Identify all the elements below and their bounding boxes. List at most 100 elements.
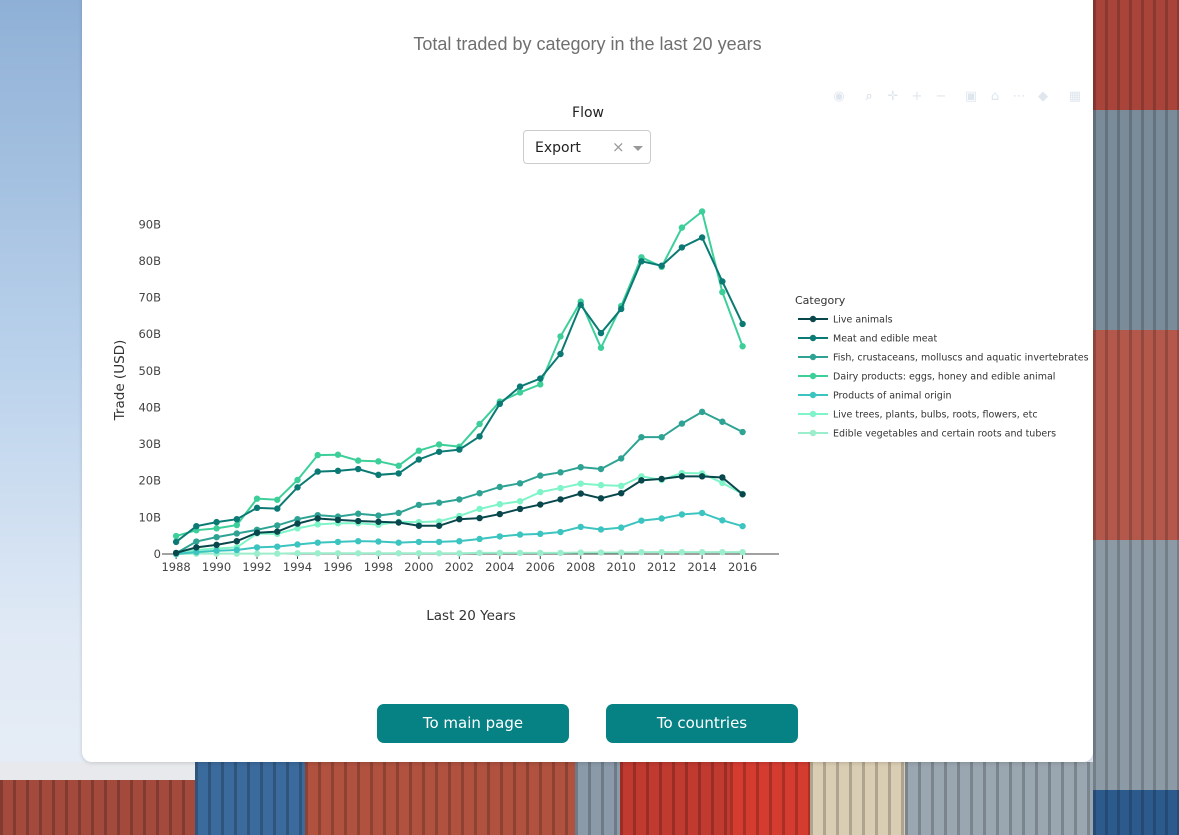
data-point[interactable] <box>537 381 544 388</box>
data-point[interactable] <box>172 549 180 557</box>
legend-item[interactable]: Products of animal origin <box>798 391 951 402</box>
data-point[interactable] <box>496 533 504 540</box>
data-point[interactable] <box>557 528 564 536</box>
data-point[interactable] <box>274 522 281 529</box>
data-point[interactable] <box>253 495 261 502</box>
data-point[interactable] <box>557 333 564 340</box>
data-point[interactable] <box>375 518 382 525</box>
data-point[interactable] <box>354 457 362 464</box>
data-point[interactable] <box>577 301 584 309</box>
data-point[interactable] <box>617 489 625 497</box>
legend-item[interactable]: Dairy products: eggs, honey and edible a… <box>798 372 1055 383</box>
data-point[interactable] <box>253 504 261 512</box>
pan-icon[interactable]: ✛ <box>887 89 899 104</box>
data-point[interactable] <box>557 350 564 358</box>
data-point[interactable] <box>577 463 584 471</box>
data-point[interactable] <box>415 447 423 454</box>
data-point[interactable] <box>638 548 645 556</box>
data-point[interactable] <box>193 548 200 556</box>
data-point[interactable] <box>617 524 625 531</box>
data-point[interactable] <box>294 476 301 484</box>
data-point[interactable] <box>516 498 524 505</box>
data-point[interactable] <box>698 408 706 416</box>
data-point[interactable] <box>233 516 241 523</box>
legend-item[interactable]: Edible vegetables and certain roots and … <box>798 429 1056 440</box>
data-point[interactable] <box>658 475 665 483</box>
data-point[interactable] <box>597 481 605 489</box>
data-point[interactable] <box>314 521 321 528</box>
data-point[interactable] <box>415 456 423 463</box>
data-point[interactable] <box>719 517 726 524</box>
data-point[interactable] <box>476 505 483 513</box>
data-point[interactable] <box>435 448 443 455</box>
data-point[interactable] <box>213 525 220 532</box>
data-point[interactable] <box>274 543 281 550</box>
data-point[interactable] <box>719 288 726 296</box>
data-point[interactable] <box>253 544 261 551</box>
data-point[interactable] <box>172 532 180 540</box>
data-point[interactable] <box>233 530 241 537</box>
data-point[interactable] <box>456 550 463 557</box>
data-point[interactable] <box>476 433 483 440</box>
data-point[interactable] <box>274 505 281 512</box>
data-point[interactable] <box>294 516 301 523</box>
data-point[interactable] <box>476 535 483 543</box>
data-point[interactable] <box>719 548 726 556</box>
data-point[interactable] <box>375 458 382 465</box>
data-point[interactable] <box>719 474 726 481</box>
data-point[interactable] <box>395 539 402 546</box>
legend-item[interactable]: Live trees, plants, bulbs, roots, flower… <box>798 410 1038 421</box>
data-point[interactable] <box>456 446 463 453</box>
data-point[interactable] <box>557 469 564 476</box>
data-point[interactable] <box>678 224 686 231</box>
data-point[interactable] <box>698 208 706 215</box>
data-point[interactable] <box>274 550 281 557</box>
data-point[interactable] <box>496 500 504 508</box>
data-point[interactable] <box>698 473 706 480</box>
data-point[interactable] <box>638 433 645 441</box>
data-point[interactable] <box>395 470 402 477</box>
plotly-logo-icon[interactable]: ▦ <box>1068 89 1082 104</box>
data-point[interactable] <box>435 518 443 525</box>
data-point[interactable] <box>638 258 645 265</box>
data-point[interactable] <box>375 512 382 519</box>
data-point[interactable] <box>476 489 483 497</box>
data-point[interactable] <box>698 548 706 556</box>
camera-icon[interactable]: ◉ <box>833 89 845 104</box>
data-point[interactable] <box>314 539 321 546</box>
data-point[interactable] <box>395 519 402 526</box>
data-point[interactable] <box>334 467 342 475</box>
data-point[interactable] <box>739 491 746 498</box>
data-point[interactable] <box>516 531 524 538</box>
flow-dropdown[interactable]: Export × <box>523 130 651 164</box>
data-point[interactable] <box>213 533 220 541</box>
data-point[interactable] <box>233 537 241 545</box>
data-point[interactable] <box>456 516 463 523</box>
data-point[interactable] <box>516 383 524 390</box>
data-point[interactable] <box>698 509 706 517</box>
spike-lines-icon[interactable]: ⋯ <box>1012 89 1026 104</box>
data-point[interactable] <box>193 538 200 545</box>
data-point[interactable] <box>678 511 686 518</box>
data-point[interactable] <box>516 505 524 513</box>
data-point[interactable] <box>375 471 382 479</box>
data-point[interactable] <box>719 479 726 487</box>
data-point[interactable] <box>334 451 342 458</box>
data-point[interactable] <box>617 549 625 556</box>
data-point[interactable] <box>274 528 281 535</box>
data-point[interactable] <box>354 550 362 557</box>
data-point[interactable] <box>193 544 200 551</box>
to-main-page-button[interactable]: To main page <box>377 704 569 743</box>
data-point[interactable] <box>476 549 483 557</box>
data-point[interactable] <box>314 550 321 557</box>
data-point[interactable] <box>658 262 665 269</box>
legend-item[interactable]: Meat and edible meat <box>798 334 937 345</box>
data-point[interactable] <box>739 320 746 328</box>
data-point[interactable] <box>294 525 301 532</box>
data-point[interactable] <box>577 523 584 531</box>
data-point[interactable] <box>314 468 321 475</box>
data-point[interactable] <box>415 538 423 546</box>
hover-closest-icon[interactable]: ◆ <box>1038 89 1048 104</box>
data-point[interactable] <box>415 550 423 557</box>
data-point[interactable] <box>658 433 665 441</box>
